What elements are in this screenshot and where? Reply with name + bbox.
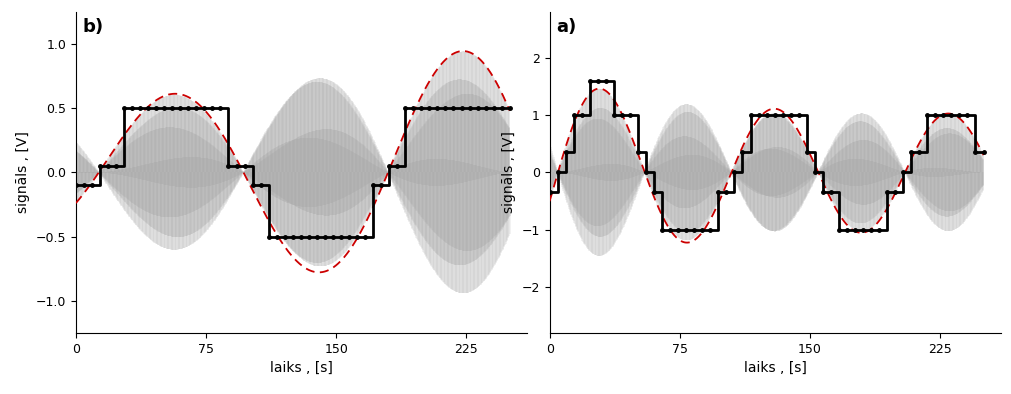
Text: b): b)	[83, 18, 104, 36]
Y-axis label: signāls , [V]: signāls , [V]	[502, 132, 516, 213]
Text: a): a)	[556, 18, 576, 36]
X-axis label: laiks , [s]: laiks , [s]	[744, 361, 807, 375]
Y-axis label: signāls , [V]: signāls , [V]	[16, 132, 30, 213]
X-axis label: laiks , [s]: laiks , [s]	[270, 361, 333, 375]
